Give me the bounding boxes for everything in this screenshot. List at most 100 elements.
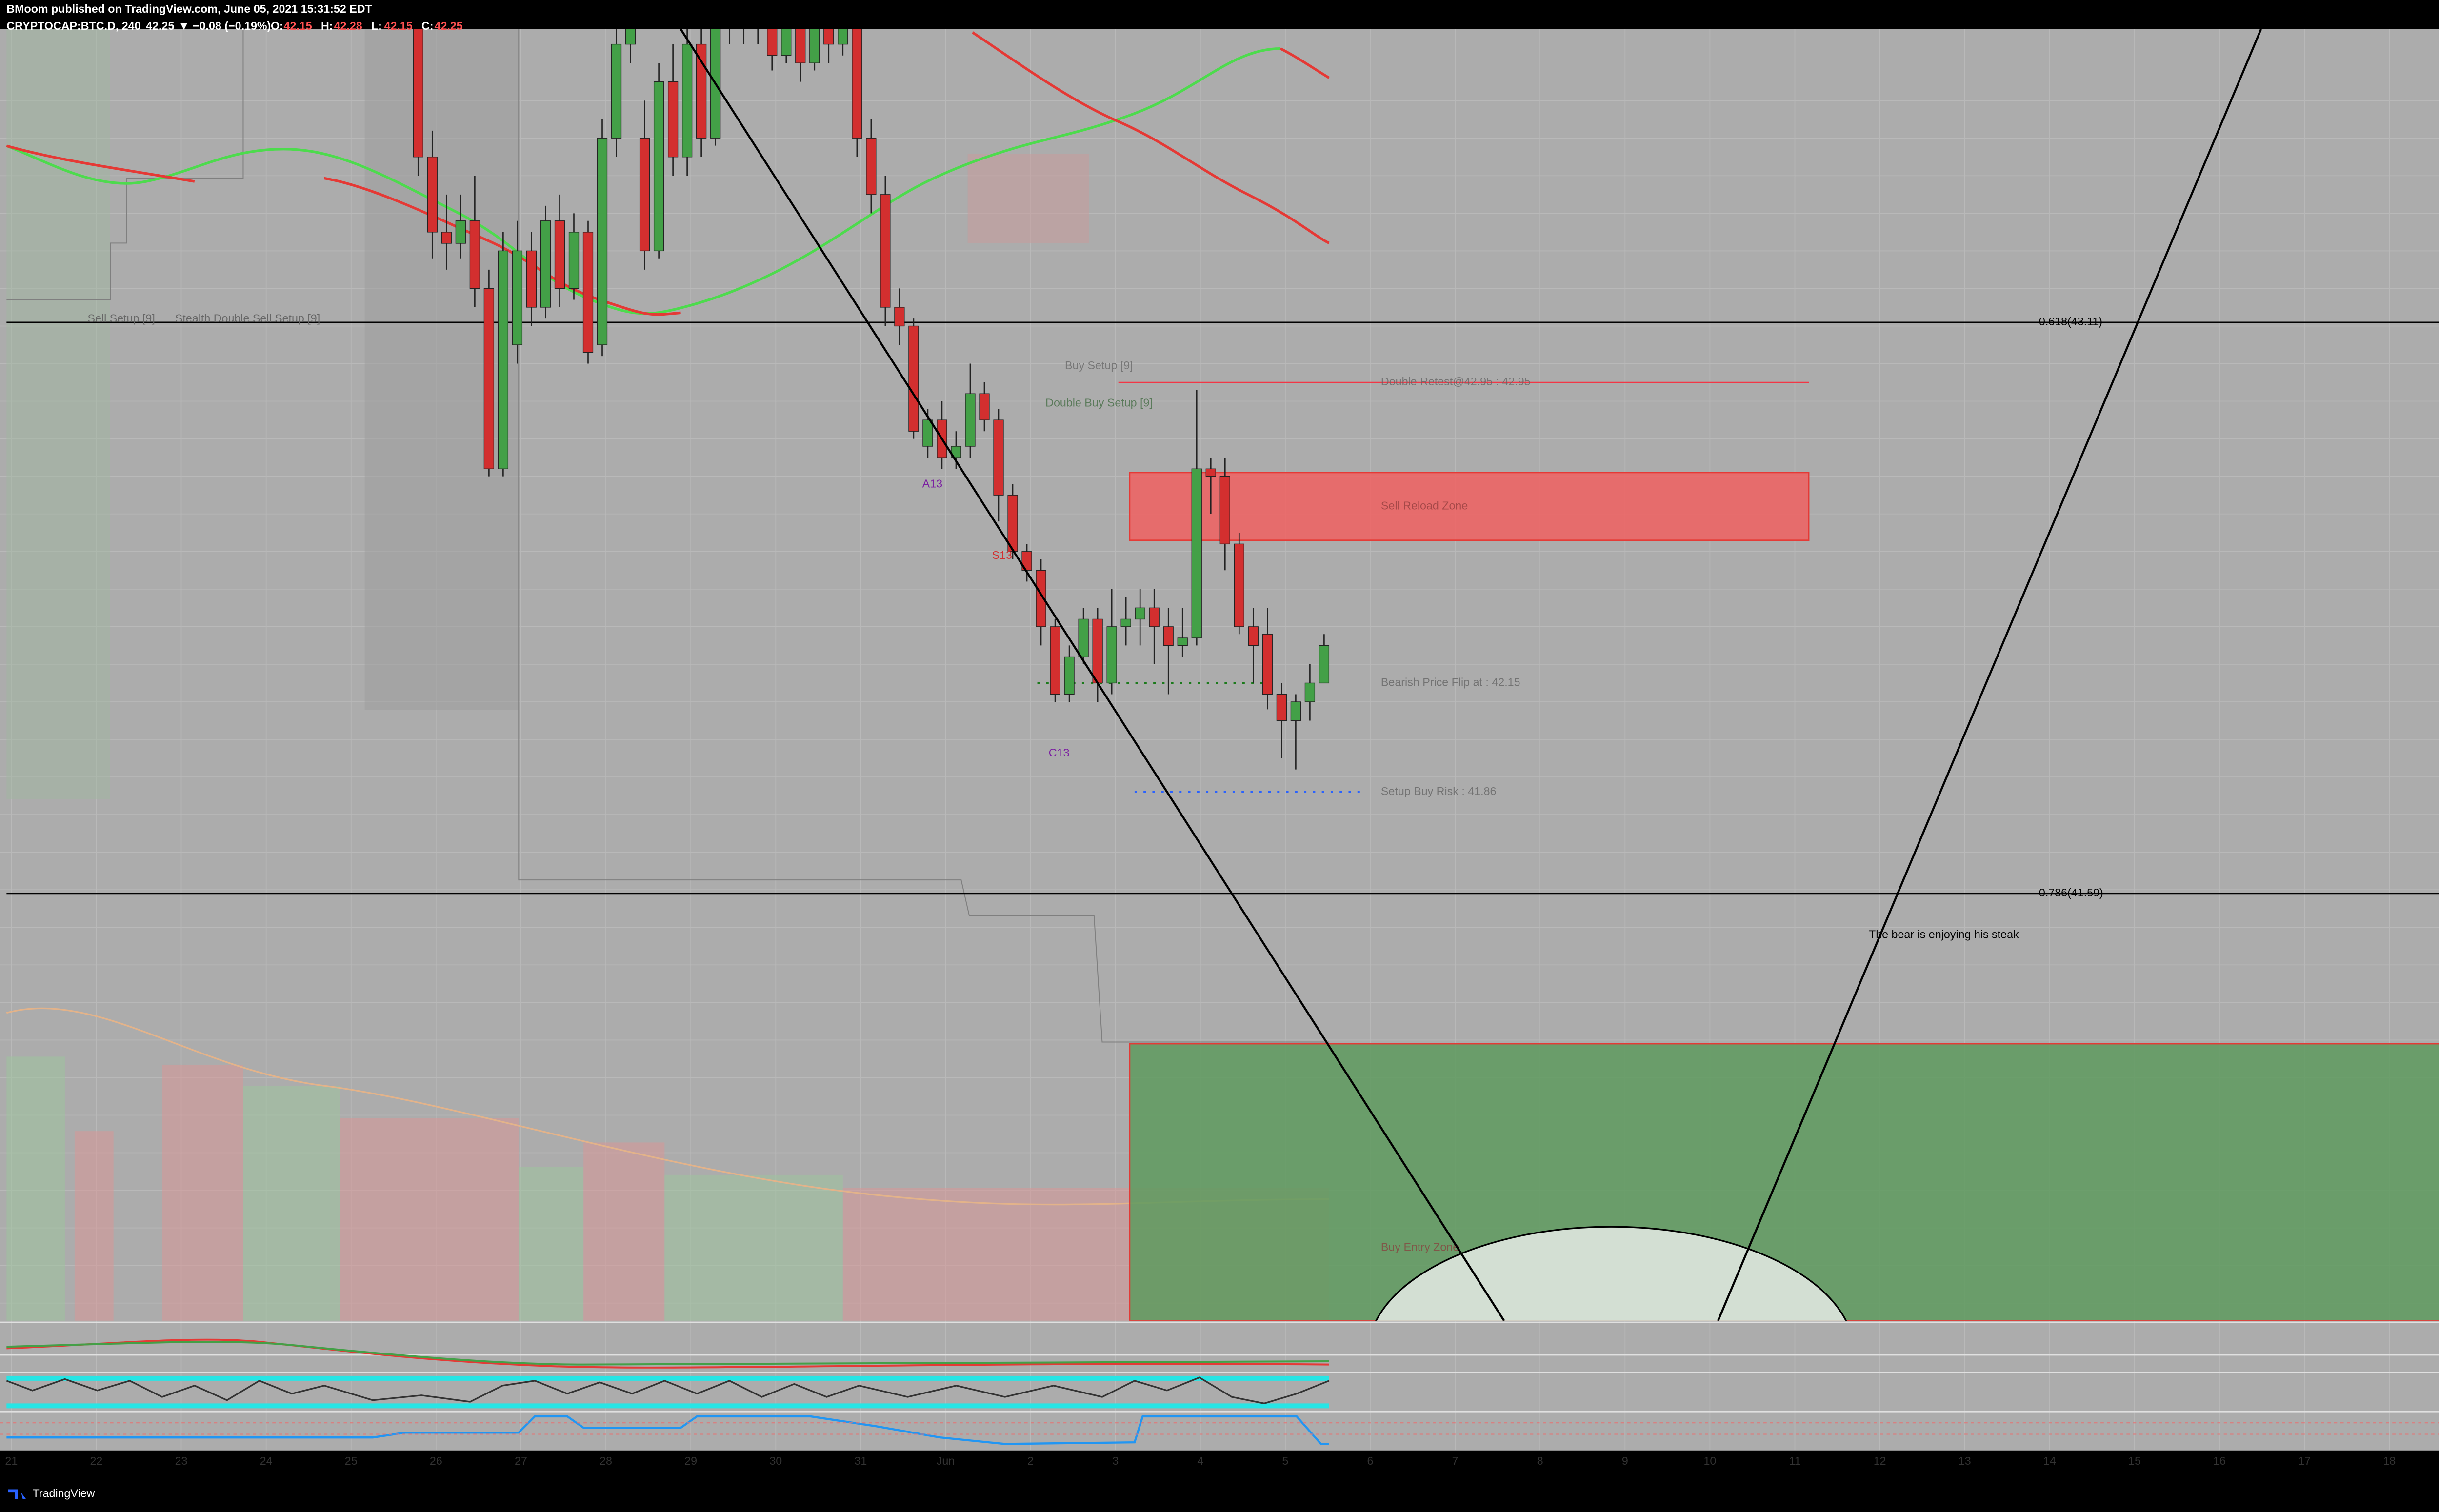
volume-bar <box>162 1064 243 1321</box>
candle-body <box>866 138 877 195</box>
candle-body <box>795 29 806 63</box>
level-label: Double Retest@42.95 : 42.95 <box>1381 375 1531 388</box>
candle-body <box>1036 570 1046 627</box>
change: ▼ −0.08 (−0.19%) <box>179 20 271 32</box>
candle-body <box>908 325 919 432</box>
candle-body <box>1050 626 1060 695</box>
level-label: 0.618(43.11) <box>2039 315 2102 328</box>
candle-body <box>554 220 565 289</box>
indicator-panes <box>0 1321 2439 1445</box>
x-tick-label: 15 <box>2128 1454 2141 1467</box>
last-price: 42.25 <box>146 20 174 32</box>
x-tick-label: 27 <box>515 1454 527 1467</box>
x-tick-label: 23 <box>175 1454 188 1467</box>
band <box>6 1403 1329 1409</box>
band <box>6 1375 1329 1381</box>
candle-body <box>667 81 679 158</box>
candle-body <box>1135 607 1145 620</box>
main-pane: Sell Reload Zone Buy Entry Zone 0.618(43.… <box>6 29 2439 1321</box>
candle-body <box>526 250 537 308</box>
x-tick-label: 31 <box>854 1454 867 1467</box>
candle-body <box>1163 626 1174 646</box>
candle-body <box>1078 618 1089 657</box>
brand: TradingView <box>33 1487 95 1500</box>
candle-body <box>823 29 834 45</box>
x-tick-label: 10 <box>1703 1454 1716 1467</box>
candle-body <box>469 220 480 289</box>
x-tick-label: 25 <box>345 1454 358 1467</box>
candle-body <box>809 29 820 63</box>
zone-label: Buy Entry Zone <box>1381 1241 1459 1253</box>
candle-body <box>582 232 594 353</box>
volume-bar <box>583 1142 665 1321</box>
x-tick-label: 8 <box>1537 1454 1543 1467</box>
axes: 40.5040.6040.7040.8040.9041.0041.1041.20… <box>5 1454 2396 1467</box>
macd-signal <box>6 1341 1329 1366</box>
x-tick-label: 11 <box>1789 1454 1800 1467</box>
x-tick-label: 13 <box>1959 1454 1971 1467</box>
candle-body <box>653 81 664 252</box>
ohlc-label: L: <box>371 20 382 32</box>
x-tick-label: 4 <box>1197 1454 1203 1467</box>
candle-body <box>1106 626 1117 684</box>
annotation: Double Buy Setup [9] <box>1045 396 1153 409</box>
ohlc-value: 42.28 <box>334 20 362 32</box>
indicator-line <box>6 1415 1329 1445</box>
volume-bar <box>74 1131 114 1321</box>
annotations: The bear is enjoying his steak Sell Setup… <box>87 312 2019 941</box>
ma-slow <box>972 31 1330 244</box>
level-label: Setup Buy Risk : 41.86 <box>1381 785 1497 797</box>
candle-body <box>894 307 905 327</box>
candle-body <box>781 29 792 56</box>
candle-body <box>512 250 523 345</box>
x-tick-label: 21 <box>5 1454 18 1467</box>
x-tick-label: 26 <box>430 1454 442 1467</box>
oscillator <box>6 1376 1330 1405</box>
annotation: S13 <box>992 549 1012 561</box>
x-tick-label: 29 <box>684 1454 697 1467</box>
x-tick-label: 12 <box>1874 1454 1886 1467</box>
annotation: The bear is enjoying his steak <box>1869 928 2019 940</box>
level-label: 0.786(41.59) <box>2039 886 2103 899</box>
macd-line <box>6 1338 1329 1369</box>
candle-body <box>455 220 466 244</box>
candle-body <box>993 419 1004 496</box>
candle-body <box>838 29 848 45</box>
shade <box>6 29 111 799</box>
candle-body <box>427 157 438 233</box>
annotation: Stealth Double Sell Setup [9] <box>175 312 320 325</box>
volume-bar <box>6 1056 65 1321</box>
x-tick-label: 5 <box>1282 1454 1288 1467</box>
levels: 0.618(43.11) 0.786(41.59) Double Retest@42… <box>6 315 2439 899</box>
candle-body <box>696 43 707 139</box>
candle-body <box>597 138 608 345</box>
candle-body <box>1205 468 1216 477</box>
candle-body <box>1220 476 1230 545</box>
volume-bar <box>519 1167 584 1321</box>
step-line <box>6 29 244 300</box>
candle-body <box>540 220 551 308</box>
ohlc-value: 42.15 <box>284 20 312 32</box>
x-tick-label: 24 <box>260 1454 273 1467</box>
candle-body <box>979 393 990 420</box>
volume-bar <box>664 1174 843 1321</box>
x-tick-label: 3 <box>1112 1454 1119 1467</box>
candle-body <box>611 43 622 139</box>
ohlc-label: O: <box>271 20 283 32</box>
annotation: A13 <box>922 477 942 490</box>
logo <box>8 1489 26 1499</box>
volume-bar <box>340 1118 519 1321</box>
candle-body <box>568 232 580 289</box>
ohlc-label: H: <box>321 20 333 32</box>
volume-ma <box>6 1007 1329 1206</box>
zone-label: Sell Reload Zone <box>1381 499 1468 512</box>
candle-body <box>1319 645 1330 684</box>
candle-body <box>1234 543 1244 627</box>
volume <box>6 1056 1329 1321</box>
x-tick-label: 17 <box>2298 1454 2311 1467</box>
x-tick-label: 14 <box>2043 1454 2056 1467</box>
symbol: CRYPTOCAP:BTC.D, 240 <box>6 20 140 32</box>
volume-bar <box>243 1086 340 1321</box>
